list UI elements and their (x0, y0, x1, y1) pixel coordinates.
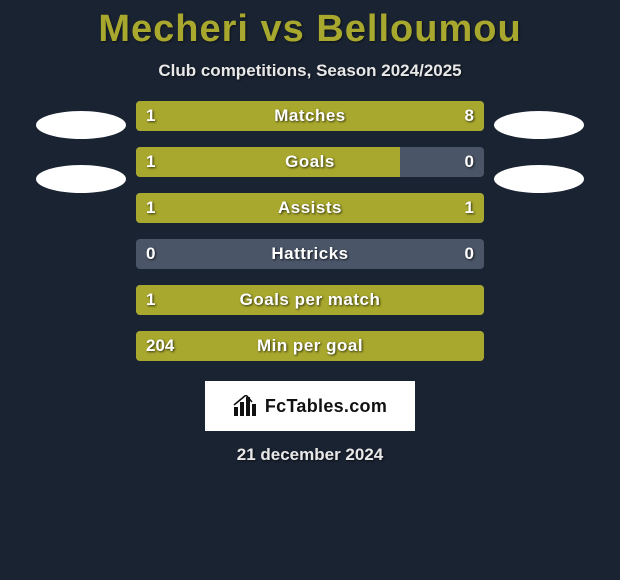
stat-row: 204Min per goal (136, 331, 484, 361)
stat-label: Goals per match (136, 285, 484, 315)
stat-label: Goals (136, 147, 484, 177)
page-subtitle: Club competitions, Season 2024/2025 (158, 61, 461, 81)
stat-row: 00Hattricks (136, 239, 484, 269)
stat-row: 1Goals per match (136, 285, 484, 315)
brand-text: FcTables.com (265, 396, 387, 417)
stat-label: Hattricks (136, 239, 484, 269)
stat-row: 18Matches (136, 101, 484, 131)
stat-row: 11Assists (136, 193, 484, 223)
stat-label: Assists (136, 193, 484, 223)
stat-label: Min per goal (136, 331, 484, 361)
placeholder-ellipse (36, 165, 126, 193)
chart-bars-icon (233, 395, 259, 417)
stat-row: 10Goals (136, 147, 484, 177)
chart-area: 18Matches 10Goals 11Assists 00Hattricks 1Goa… (0, 101, 620, 361)
footer-date: 21 december 2024 (237, 445, 384, 465)
stat-label: Matches (136, 101, 484, 131)
brand-badge: FcTables.com (205, 381, 415, 431)
placeholder-ellipse (494, 111, 584, 139)
page-title: Mecheri vs Belloumou (98, 8, 521, 51)
placeholder-ellipse (36, 111, 126, 139)
stats-bars: 18Matches 10Goals 11Assists 00Hattricks 1Goa… (136, 101, 484, 361)
right-player-col (484, 101, 594, 219)
comparison-infographic: Mecheri vs Belloumou Club competitions, … (0, 0, 620, 580)
left-player-col (26, 101, 136, 219)
placeholder-ellipse (494, 165, 584, 193)
